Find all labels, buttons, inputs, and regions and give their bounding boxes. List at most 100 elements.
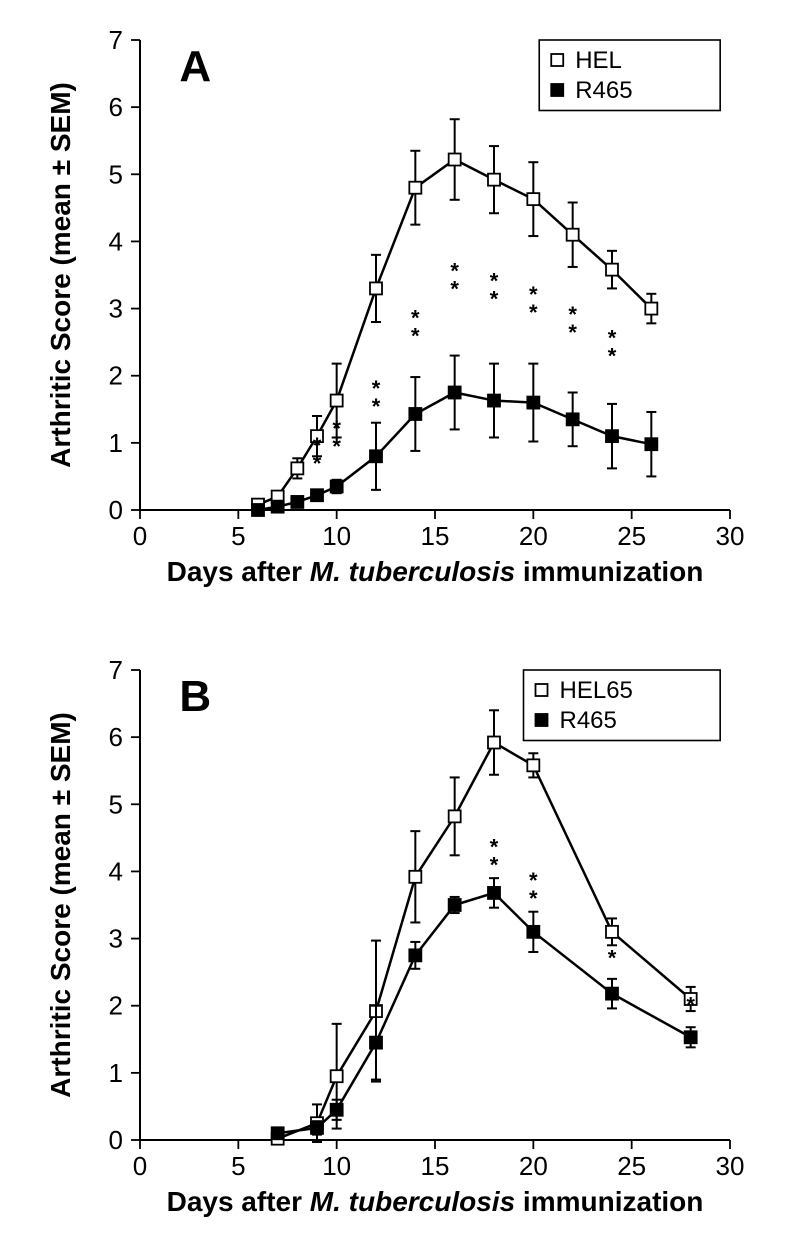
marker-R465	[272, 501, 284, 513]
svg-text:7: 7	[109, 25, 123, 55]
x-axis-label: Days after M. tuberculosis immunization	[167, 556, 704, 587]
marker-HEL	[370, 282, 382, 294]
sig-mark: *	[332, 434, 341, 459]
svg-text:1: 1	[109, 428, 123, 458]
svg-text:1: 1	[109, 1058, 123, 1088]
marker-R465	[606, 988, 618, 1000]
legend: HEL R465	[539, 40, 720, 111]
sig-mark: *	[450, 276, 459, 301]
sig-mark: *	[313, 451, 322, 476]
marker-R465	[488, 395, 500, 407]
marker-HEL	[291, 462, 303, 474]
sig-mark: *	[686, 992, 695, 1017]
marker-HEL	[527, 193, 539, 205]
marker-R465	[311, 489, 323, 501]
marker-R465	[291, 496, 303, 508]
series-line-R465	[278, 893, 691, 1133]
legend: HEL65 R465	[524, 670, 721, 741]
svg-text:30: 30	[716, 521, 745, 551]
svg-text:25: 25	[617, 1151, 646, 1181]
marker-R465	[449, 899, 461, 911]
sig-mark: *	[372, 394, 381, 419]
svg-text:6: 6	[109, 722, 123, 752]
marker-HEL65	[527, 759, 539, 771]
marker-R465	[370, 1037, 382, 1049]
sig-mark: *	[490, 286, 499, 311]
marker-R465	[606, 430, 618, 442]
marker-R465	[527, 926, 539, 938]
sig-mark: *	[608, 945, 617, 970]
marker-R465	[409, 949, 421, 961]
svg-text:5: 5	[231, 1151, 245, 1181]
marker-HEL65	[331, 1070, 343, 1082]
legend-label: HEL	[575, 47, 622, 74]
sig-mark: *	[568, 320, 577, 345]
marker-HEL65	[449, 810, 461, 822]
svg-text:3: 3	[109, 294, 123, 324]
svg-text:3: 3	[109, 924, 123, 954]
marker-R465	[685, 1031, 697, 1043]
marker-R465	[488, 887, 500, 899]
svg-text:10: 10	[322, 1151, 351, 1181]
marker-R465	[272, 1127, 284, 1139]
svg-text:0: 0	[133, 1151, 147, 1181]
chart-b: 0 5 10 15 20 25 30 0 1 2 3 4 5 6 7 Days after M. tuberc…	[20, 640, 780, 1230]
svg-text:7: 7	[109, 655, 123, 685]
chart-svg: 0 5 10 15 20 25 30 0 1 2 3 4 5 6 7 Days after M. tuberc…	[20, 10, 780, 600]
marker-R465	[409, 408, 421, 420]
marker-R465	[645, 438, 657, 450]
svg-text:20: 20	[519, 521, 548, 551]
marker-R465	[370, 450, 382, 462]
panel-letter: B	[179, 672, 211, 721]
sig-mark: *	[490, 853, 499, 878]
marker-HEL65	[409, 871, 421, 883]
legend-label: HEL65	[560, 677, 633, 704]
svg-text:30: 30	[716, 1151, 745, 1181]
marker-R465	[449, 387, 461, 399]
y-axis-label: Arthritic Score (mean ± SEM)	[45, 712, 76, 1098]
svg-text:20: 20	[519, 1151, 548, 1181]
sig-mark: *	[529, 300, 538, 325]
sig-mark: *	[411, 323, 420, 348]
legend-label: R465	[560, 707, 617, 734]
chart-a: 0 5 10 15 20 25 30 0 1 2 3 4 5 6 7 Days after M. tuberc…	[20, 10, 780, 600]
marker-R465	[331, 1104, 343, 1116]
marker-HEL	[449, 154, 461, 166]
marker-HEL	[331, 395, 343, 407]
svg-text:0: 0	[109, 1125, 123, 1155]
marker-R465	[527, 397, 539, 409]
svg-text:5: 5	[231, 521, 245, 551]
marker-HEL	[409, 182, 421, 194]
svg-text:4: 4	[109, 856, 123, 886]
marker-R465	[331, 481, 343, 493]
svg-text:2: 2	[109, 361, 123, 391]
svg-text:5: 5	[109, 789, 123, 819]
svg-text:0: 0	[133, 521, 147, 551]
marker-HEL65	[606, 926, 618, 938]
marker-HEL	[567, 229, 579, 241]
sig-mark: *	[529, 886, 538, 911]
marker-HEL	[606, 264, 618, 276]
chart-svg: 0 5 10 15 20 25 30 0 1 2 3 4 5 6 7 Days after M. tuberc…	[20, 640, 780, 1230]
panel-letter: A	[179, 42, 211, 91]
marker-HEL	[488, 174, 500, 186]
svg-text:15: 15	[421, 1151, 450, 1181]
svg-text:0: 0	[109, 495, 123, 525]
marker-HEL65	[488, 737, 500, 749]
svg-text:4: 4	[109, 226, 123, 256]
svg-text:6: 6	[109, 92, 123, 122]
svg-text:2: 2	[109, 991, 123, 1021]
marker-R465	[567, 413, 579, 425]
marker-HEL	[645, 303, 657, 315]
svg-text:25: 25	[617, 521, 646, 551]
svg-text:5: 5	[109, 159, 123, 189]
marker-R465	[252, 504, 264, 516]
svg-text:10: 10	[322, 521, 351, 551]
page: 05101520253001234567Days after M. tuberc…	[0, 0, 800, 1246]
svg-text:15: 15	[421, 521, 450, 551]
x-axis-label: Days after M. tuberculosis immunization	[167, 1186, 704, 1217]
sig-mark: *	[608, 344, 617, 369]
legend-label: R465	[575, 77, 632, 104]
y-axis-label: Arthritic Score (mean ± SEM)	[45, 82, 76, 468]
marker-R465	[311, 1122, 323, 1134]
